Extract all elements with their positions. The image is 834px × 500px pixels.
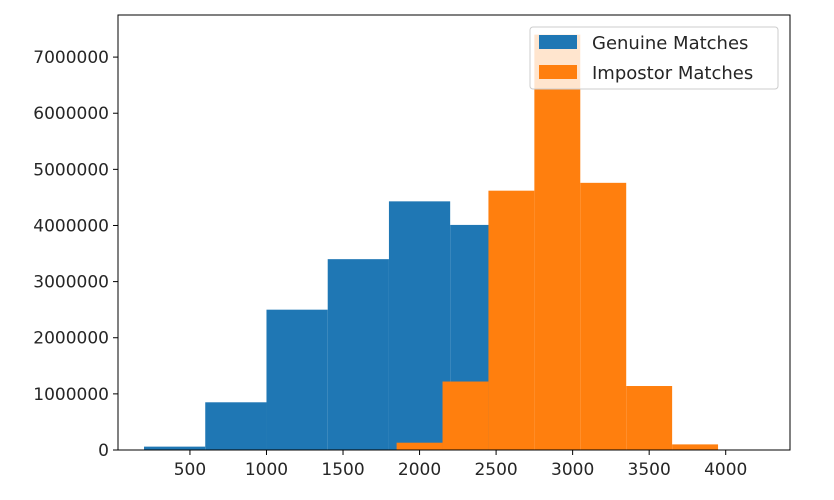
impostor-bar-2 — [488, 190, 535, 450]
genuine-bar-1 — [205, 402, 267, 450]
genuine-bar-2 — [266, 309, 328, 450]
impostor-bar-5 — [626, 386, 673, 450]
impostor-bar-1 — [442, 381, 489, 450]
x-tick-label: 1500 — [321, 460, 364, 480]
legend-label-genuine: Genuine Matches — [592, 33, 748, 54]
x-tick-label: 2000 — [398, 460, 441, 480]
y-axis: 0 1000000 2000000 3000000 4000000 5000000 6000… — [33, 48, 118, 461]
y-tick-label: 0 — [98, 441, 109, 461]
impostor-bar-6 — [672, 444, 719, 450]
impostor-bar-4 — [580, 182, 627, 450]
genuine-bar-4 — [388, 201, 451, 450]
x-tick-label: 500 — [174, 460, 206, 480]
impostor-bar-0 — [396, 442, 443, 450]
legend: Genuine Matches Impostor Matches — [529, 26, 779, 90]
x-tick-label: 1000 — [245, 460, 288, 480]
impostor-bar-3 — [534, 34, 581, 451]
x-tick-label: 4000 — [704, 460, 747, 480]
plot-frame — [117, 14, 791, 451]
x-axis: 500 1000 1500 2000 2500 3000 3500 4000 — [174, 450, 747, 480]
x-tick-label: 3500 — [628, 460, 671, 480]
genuine-bar-0 — [144, 446, 206, 450]
genuine-bar-3 — [327, 259, 389, 450]
bars-layer — [144, 34, 719, 451]
y-tick-label: 1000000 — [33, 385, 109, 405]
y-tick-label: 4000000 — [33, 216, 109, 236]
legend-label-impostor: Impostor Matches — [592, 63, 753, 84]
legend-swatch-genuine — [539, 35, 577, 49]
x-tick-label: 2500 — [474, 460, 517, 480]
y-tick-label: 6000000 — [33, 104, 109, 124]
legend-box — [529, 26, 779, 90]
y-tick-label: 5000000 — [33, 160, 109, 180]
y-tick-label: 2000000 — [33, 329, 109, 349]
y-tick-label: 3000000 — [33, 273, 109, 293]
y-tick-label: 7000000 — [33, 48, 109, 68]
x-tick-label: 3000 — [551, 460, 594, 480]
legend-swatch-impostor — [539, 65, 577, 79]
